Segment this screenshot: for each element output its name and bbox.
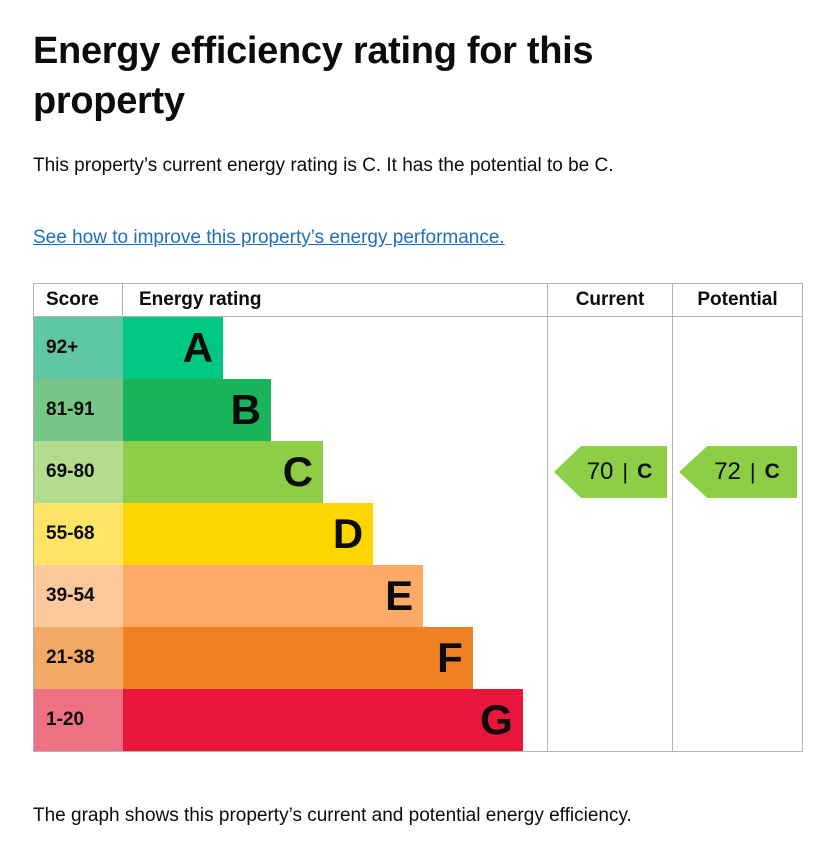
epc-band-row-d: 55-68 D — [34, 503, 802, 565]
band-letter: E — [385, 572, 414, 619]
band-letter: A — [182, 324, 214, 371]
band-letter: G — [480, 696, 513, 743]
band-bar: A — [123, 317, 224, 379]
band-score-range: 21-38 — [34, 627, 123, 689]
epc-band-row-e: 39-54 E — [34, 565, 802, 627]
rating-separator: | — [749, 459, 756, 484]
band-score-range: 81-91 — [34, 379, 123, 441]
band-bar: G — [123, 689, 523, 751]
band-bar-area: C — [123, 441, 547, 503]
band-bar: F — [123, 627, 473, 689]
band-bar-area: G — [123, 689, 547, 751]
potential-rating-indicator: 72 | C — [679, 446, 797, 498]
page-title: Energy efficiency rating for this proper… — [33, 30, 594, 123]
rating-separator: | — [622, 459, 629, 484]
band-score-range: 55-68 — [34, 503, 123, 565]
band-letter: D — [332, 510, 364, 557]
band-bar: D — [123, 503, 374, 565]
band-bar: C — [123, 441, 324, 503]
epc-rating-table: Score Energy rating Current Potential 92… — [33, 283, 803, 752]
epc-band-row-c: 69-80 C — [34, 441, 802, 503]
current-column-divider — [547, 317, 548, 751]
band-bar-area: E — [123, 565, 547, 627]
band-letter: F — [437, 634, 463, 681]
rating-score-value: 70 — [586, 458, 614, 485]
band-bar-area: F — [123, 627, 547, 689]
epc-band-row-g: 1-20 G — [34, 689, 802, 751]
rating-score-value: 72 — [714, 458, 741, 485]
epc-band-row-b: 81-91 B — [34, 379, 802, 441]
graph-note: The graph shows this property’s current … — [33, 805, 632, 826]
energy-rating-column-header: Energy rating — [139, 289, 262, 310]
band-letter: C — [282, 448, 314, 495]
epc-band-row-f: 21-38 F — [34, 627, 802, 689]
epc-rows: 92+ A 81-91 B 69-80 C 55-68 D 39-54 E 21-38 F 1-20 G — [34, 317, 802, 751]
intro-text: This property’s current energy rating is… — [33, 155, 614, 177]
band-bar-area: B — [123, 379, 547, 441]
band-bar: B — [123, 379, 271, 441]
rating-band-letter: C — [764, 460, 780, 483]
score-column-header: Score — [34, 284, 123, 316]
band-letter: B — [230, 386, 261, 433]
band-score-range: 1-20 — [34, 689, 123, 751]
potential-column-divider — [672, 317, 673, 751]
band-score-range: 92+ — [34, 317, 123, 379]
band-bar-area: A — [123, 317, 547, 379]
current-column-header: Current — [547, 284, 672, 316]
improve-performance-link[interactable]: See how to improve this property’s energ… — [33, 227, 505, 248]
rating-band-letter: C — [637, 460, 653, 483]
potential-column-header: Potential — [672, 284, 802, 316]
band-bar-area: D — [123, 503, 547, 565]
band-bar: E — [123, 565, 424, 627]
current-rating-indicator: 70 | C — [554, 446, 667, 498]
band-score-range: 69-80 — [34, 441, 123, 503]
epc-band-row-a: 92+ A — [34, 317, 802, 379]
band-score-range: 39-54 — [34, 565, 123, 627]
epc-table-body: 92+ A 81-91 B 69-80 C 55-68 D 39-54 E 21-38 F 1-20 G … — [34, 317, 802, 751]
epc-table-header: Score Energy rating Current Potential — [34, 284, 802, 317]
